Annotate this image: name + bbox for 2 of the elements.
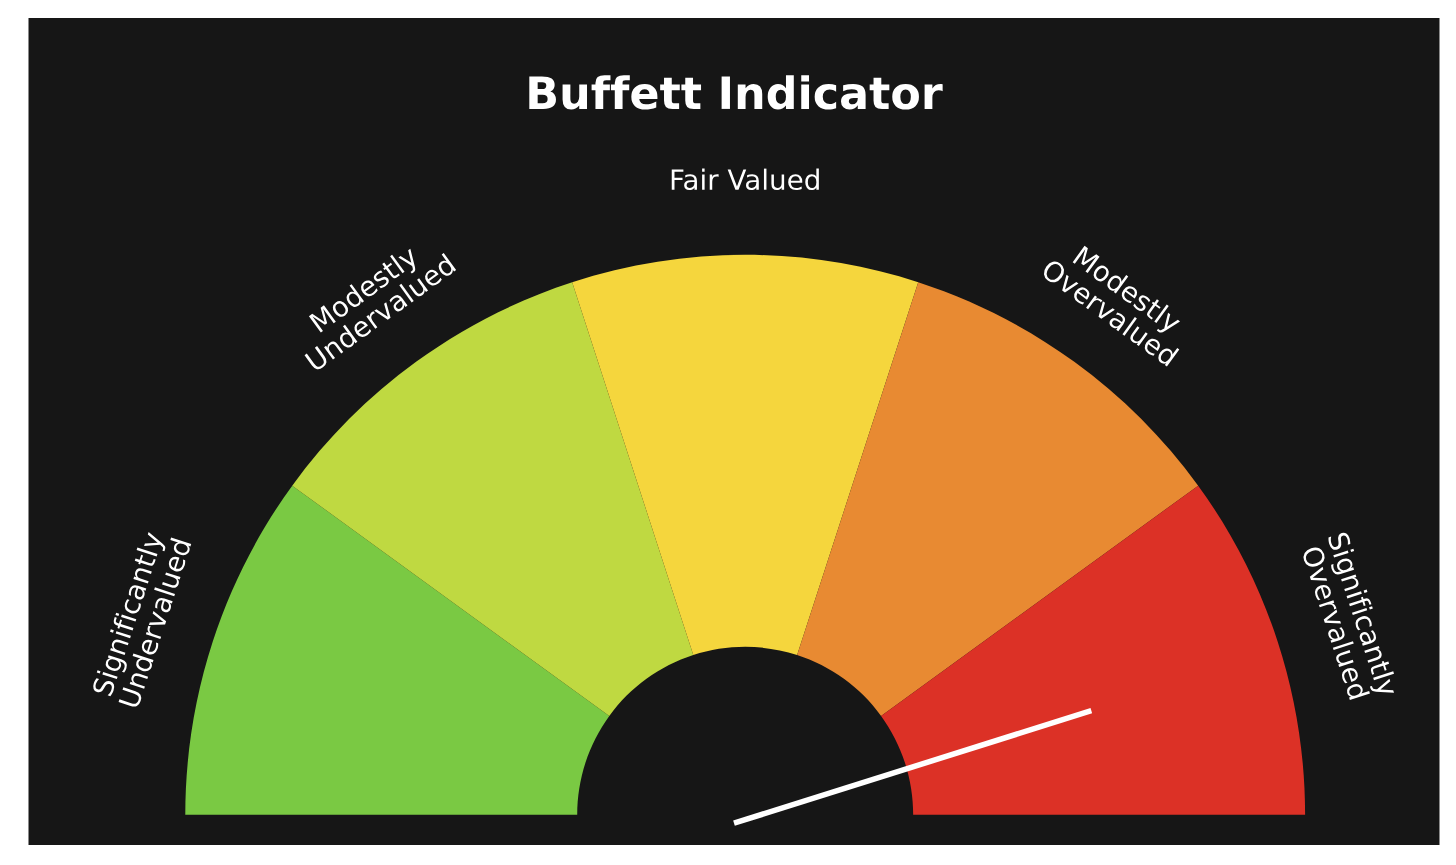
slice-label: Fair Valued — [671, 168, 819, 191]
chart-title: Buffett Indicator — [529, 75, 943, 110]
